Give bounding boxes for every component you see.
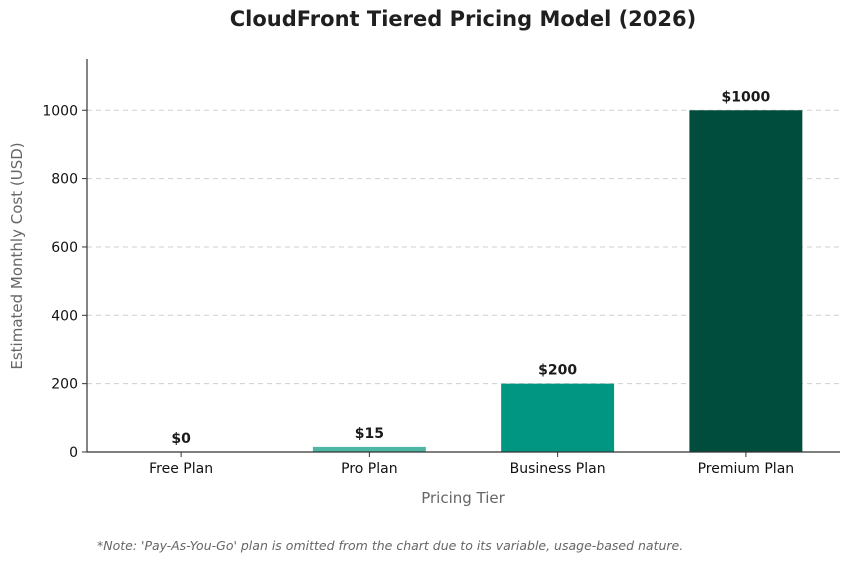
y-tick-label: 800 (51, 172, 78, 188)
footnote: *Note: 'Pay-As-You-Go' plan is omitted f… (97, 538, 683, 553)
bar-value-label: $0 (171, 431, 191, 447)
bar-value-label: $15 (355, 426, 384, 442)
x-tick-label: Free Plan (149, 461, 213, 477)
bar-value-label: $1000 (722, 89, 771, 105)
y-tick-label: 0 (69, 445, 78, 461)
x-tick-label: Pro Plan (341, 461, 397, 477)
x-tick-label: Business Plan (510, 461, 606, 477)
y-tick-label: 600 (51, 240, 78, 256)
y-tick-label: 400 (51, 308, 78, 324)
y-tick-label: 1000 (42, 103, 78, 119)
bar-premium-plan (689, 110, 803, 453)
bar-pro-plan (312, 446, 426, 452)
y-axis-label: Estimated Monthly Cost (USD) (8, 142, 26, 369)
x-axis-label: Pricing Tier (421, 489, 505, 507)
chart-title: CloudFront Tiered Pricing Model (2026) (230, 7, 696, 31)
bar-value-label: $200 (538, 363, 577, 379)
bar-business-plan (501, 383, 615, 452)
y-tick-label: 200 (51, 377, 78, 393)
y-tick-labels: 0 200 400 600 800 1000 (42, 103, 87, 461)
x-tick-label: Premium Plan (698, 461, 795, 477)
bar-data-labels: $0 $15 $200 $1000 (171, 89, 770, 447)
bars (312, 110, 803, 453)
x-tick-labels: Free Plan Pro Plan Business Plan Premium Pl… (149, 452, 794, 477)
